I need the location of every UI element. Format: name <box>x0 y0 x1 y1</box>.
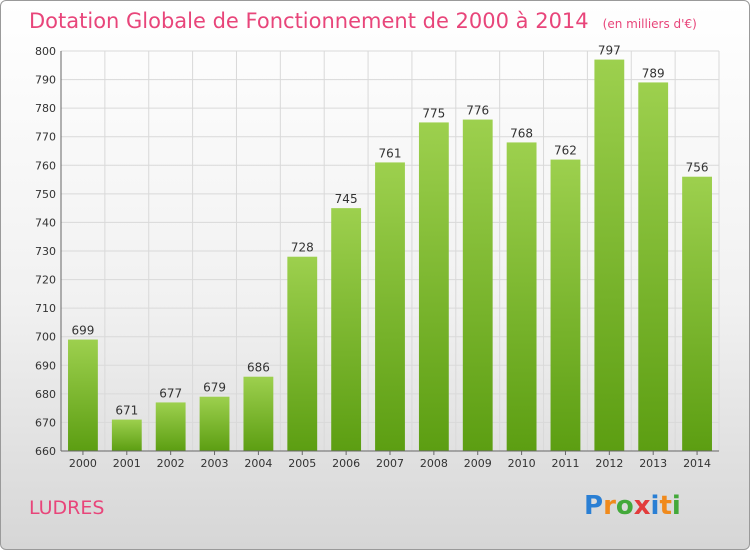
y-tick-label: 660 <box>35 445 56 458</box>
y-tick-label: 710 <box>35 302 56 315</box>
data-label: 677 <box>159 386 182 400</box>
x-tick-label: 2000 <box>69 457 97 470</box>
y-tick-label: 730 <box>35 245 56 258</box>
data-label: 776 <box>466 104 489 118</box>
logo-letter: i <box>650 491 660 521</box>
logo-letter: i <box>671 491 681 521</box>
x-tick-label: 2006 <box>332 457 360 470</box>
data-label: 679 <box>203 381 226 395</box>
bar <box>287 256 318 451</box>
y-tick-label: 740 <box>35 216 56 229</box>
x-tick-label: 2002 <box>157 457 185 470</box>
data-label: 756 <box>686 161 709 175</box>
data-label: 762 <box>554 144 577 158</box>
data-label: 686 <box>247 361 270 375</box>
data-label: 761 <box>379 146 402 160</box>
logo-letter: o <box>615 491 634 521</box>
bar <box>594 59 625 451</box>
data-label: 775 <box>422 106 445 120</box>
bar <box>375 162 405 451</box>
x-tick-label: 2014 <box>683 457 711 470</box>
bar <box>418 122 449 451</box>
y-tick-label: 700 <box>35 331 56 344</box>
logo-letter: t <box>659 491 672 521</box>
commune-name: LUDRES <box>29 497 105 519</box>
bar <box>199 396 230 451</box>
x-tick-label: 2004 <box>244 457 272 470</box>
bar <box>155 402 186 451</box>
data-label: 768 <box>510 126 533 140</box>
y-tick-label: 670 <box>35 416 56 429</box>
x-tick-label: 2005 <box>288 457 316 470</box>
bar <box>331 208 362 451</box>
data-label: 671 <box>115 404 138 418</box>
bar <box>506 142 537 451</box>
x-tick-label: 2003 <box>201 457 229 470</box>
logo-letter: x <box>633 491 651 521</box>
y-tick-label: 790 <box>35 74 56 87</box>
bar <box>462 119 493 452</box>
bar <box>682 176 712 451</box>
y-tick-label: 770 <box>35 131 56 144</box>
y-tick-label: 750 <box>35 188 56 201</box>
data-label: 789 <box>642 66 665 80</box>
logo-letter: r <box>603 491 616 521</box>
title-text: Dotation Globale de Fonctionnement de 20… <box>29 9 589 33</box>
y-tick-label: 690 <box>35 359 56 372</box>
x-tick-label: 2001 <box>113 457 141 470</box>
bar <box>550 159 581 452</box>
data-label: 797 <box>598 44 621 58</box>
proxiti-logo[interactable]: Proxiti <box>584 491 681 521</box>
x-tick-label: 2013 <box>639 457 667 470</box>
bar <box>68 339 98 451</box>
x-tick-label: 2008 <box>420 457 448 470</box>
x-tick-label: 2009 <box>464 457 492 470</box>
x-tick-label: 2012 <box>595 457 623 470</box>
data-label: 745 <box>335 192 358 206</box>
x-tick-label: 2011 <box>551 457 579 470</box>
y-tick-label: 780 <box>35 102 56 115</box>
y-tick-label: 800 <box>35 45 56 58</box>
bar <box>638 82 669 451</box>
data-label: 699 <box>71 324 94 338</box>
y-tick-label: 760 <box>35 159 56 172</box>
bar <box>111 419 142 451</box>
logo-letter: P <box>584 491 604 521</box>
chart-title: Dotation Globale de Fonctionnement de 20… <box>29 9 697 33</box>
y-tick-label: 680 <box>35 388 56 401</box>
unit-label: (en milliers d'€) <box>602 17 697 31</box>
x-tick-label: 2010 <box>508 457 536 470</box>
bar <box>243 376 274 451</box>
y-tick-label: 720 <box>35 274 56 287</box>
x-tick-label: 2007 <box>376 457 404 470</box>
data-label: 728 <box>291 241 314 255</box>
